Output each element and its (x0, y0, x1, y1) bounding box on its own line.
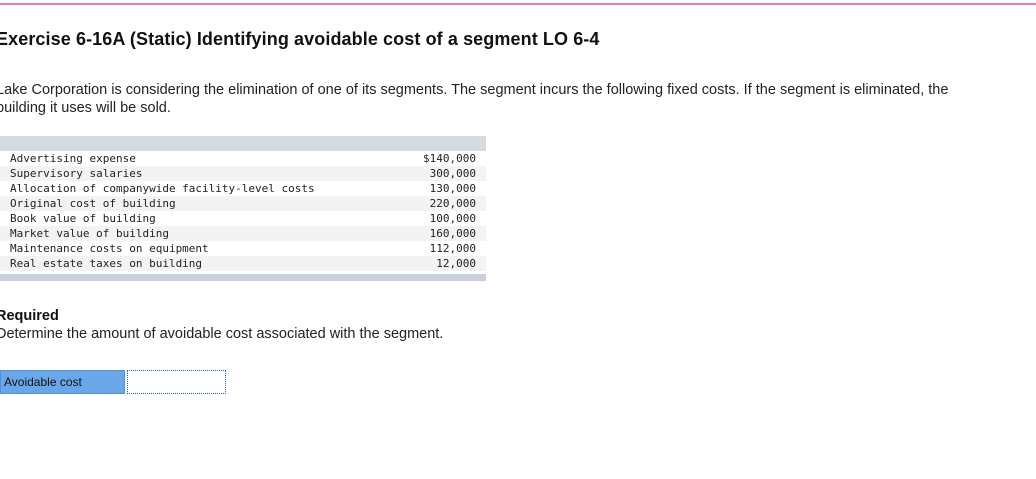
cost-label: Original cost of building (0, 196, 405, 211)
required-heading: Required (0, 308, 59, 324)
answer-row: Avoidable cost (0, 370, 226, 394)
cost-label: Maintenance costs on equipment (10, 242, 209, 255)
table-row: Allocation of companywide facility-level… (0, 181, 486, 196)
cost-label: Real estate taxes on building (0, 256, 405, 271)
cost-value: 12,000 (404, 256, 486, 271)
cost-value: 100,000 (429, 212, 476, 225)
avoidable-cost-label: Avoidable cost (0, 370, 125, 394)
top-rule (0, 3, 1036, 5)
table-footer-bar (0, 274, 486, 281)
cost-label: Advertising expense (10, 152, 136, 165)
table-row: Advertising expense $140,000 (0, 151, 486, 166)
table-header-bar (0, 136, 486, 151)
table-row: Supervisory salaries 300,000 (0, 166, 486, 181)
cost-label: Book value of building (10, 212, 156, 225)
cost-value: 112,000 (429, 242, 476, 255)
exercise-title: Exercise 6-16A (Static) Identifying avoi… (0, 29, 600, 49)
cost-value: 220,000 (404, 196, 486, 211)
table-row: Real estate taxes on building 12,000 (0, 256, 486, 271)
cost-table: Advertising expense $140,000 Supervisory… (0, 151, 486, 271)
cost-value: 130,000 (429, 182, 476, 195)
cost-table-container: Advertising expense $140,000 Supervisory… (0, 136, 486, 281)
table-row: Book value of building 100,000 (0, 211, 486, 226)
intro-paragraph: Lake Corporation is considering the elim… (0, 82, 949, 116)
table-row: Original cost of building 220,000 (0, 196, 486, 211)
cost-value: $140,000 (423, 152, 476, 165)
cost-label: Supervisory salaries (0, 166, 405, 181)
required-instruction: Determine the amount of avoidable cost a… (0, 326, 444, 342)
table-row: Market value of building 160,000 (0, 226, 486, 241)
cost-value: 160,000 (404, 226, 486, 241)
table-row: Maintenance costs on equipment 112,000 (0, 241, 486, 256)
cost-value: 300,000 (404, 166, 486, 181)
cost-label: Market value of building (0, 226, 405, 241)
cost-label: Allocation of companywide facility-level… (10, 182, 315, 195)
avoidable-cost-input[interactable] (127, 370, 226, 394)
